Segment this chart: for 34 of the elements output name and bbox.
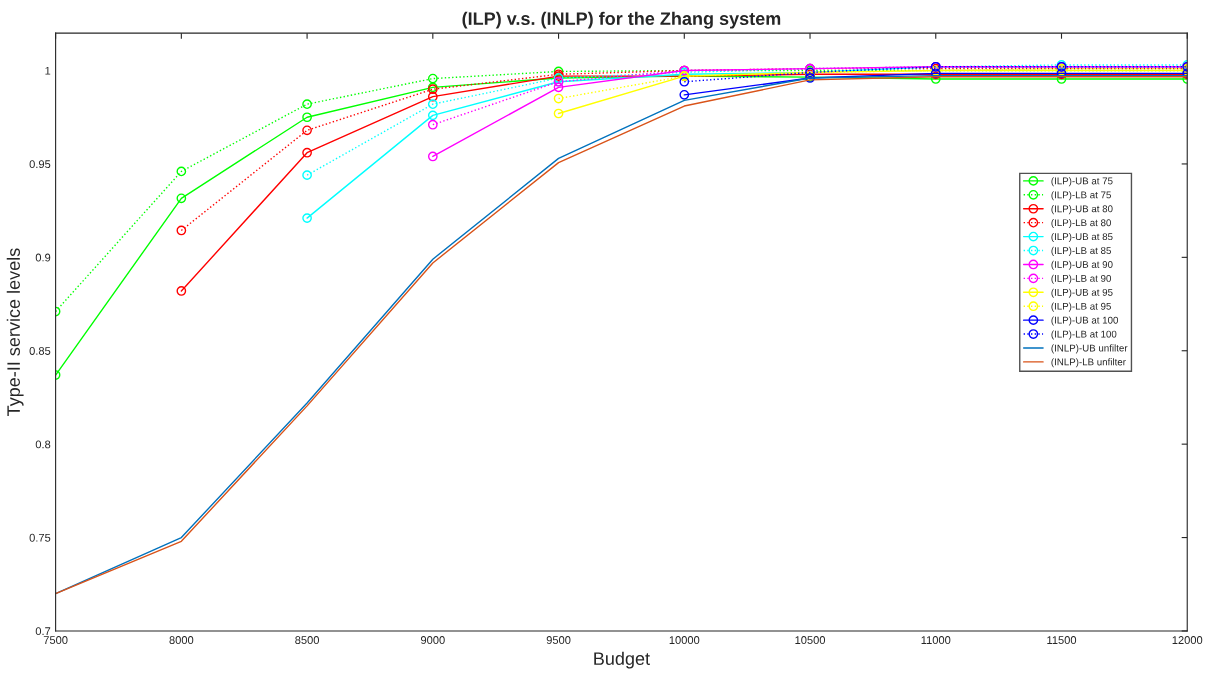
y-axis-title: Type-II service levels	[6, 248, 24, 416]
legend-label: (ILP)-UB at 75	[1051, 177, 1113, 187]
x-tick-label: 9500	[546, 636, 571, 644]
x-axis-title: Budget	[594, 651, 650, 669]
legend-label: (ILP)-UB at 95	[1051, 288, 1113, 298]
x-tick-label: 11500	[1047, 636, 1077, 644]
legend-label: (ILP)-LB at 85	[1051, 246, 1111, 256]
x-tick-label: 10500	[795, 636, 826, 644]
legend-label: (ILP)-UB at 85	[1051, 232, 1113, 243]
x-tick-label: 8500	[295, 636, 320, 644]
legend-label: (ILP)-UB at 100	[1051, 316, 1119, 326]
legend-label: (ILP)-LB at 90	[1051, 274, 1111, 284]
y-tick-label: 0.9	[35, 253, 51, 262]
legend-label: (ILP)-LB at 95	[1051, 302, 1111, 312]
y-tick-label: 0.7	[35, 627, 51, 636]
x-tick-label: 9000	[420, 636, 445, 644]
x-tick-label: 8000	[169, 636, 194, 644]
legend-label: (ILP)-LB at 75	[1051, 191, 1111, 201]
x-tick-label: 10000	[669, 636, 700, 644]
legend-label: (ILP)-UB at 80	[1051, 205, 1113, 215]
legend-label: (ILP)-UB at 90	[1051, 260, 1113, 270]
y-tick-label: 0.85	[29, 347, 51, 355]
legend-label: (ILP)-LB at 80	[1051, 219, 1111, 229]
chart-title: (ILP) v.s. (INLP) for the Zhang system	[462, 11, 781, 29]
y-tick-label: 1	[45, 66, 51, 75]
x-tick-label: 11000	[921, 636, 951, 644]
x-tick-label: 7500	[43, 636, 68, 644]
legend-label: (ILP)-LB at 100	[1051, 330, 1117, 340]
legend-label: (INLP)-LB unfilter	[1051, 358, 1126, 368]
x-tick-label: 12000	[1172, 636, 1203, 644]
legend-label: (INLP)-UB unfilter	[1051, 344, 1128, 354]
y-tick-label: 0.75	[29, 533, 51, 542]
y-tick-label: 0.95	[29, 160, 51, 169]
y-tick-label: 0.8	[35, 440, 51, 449]
